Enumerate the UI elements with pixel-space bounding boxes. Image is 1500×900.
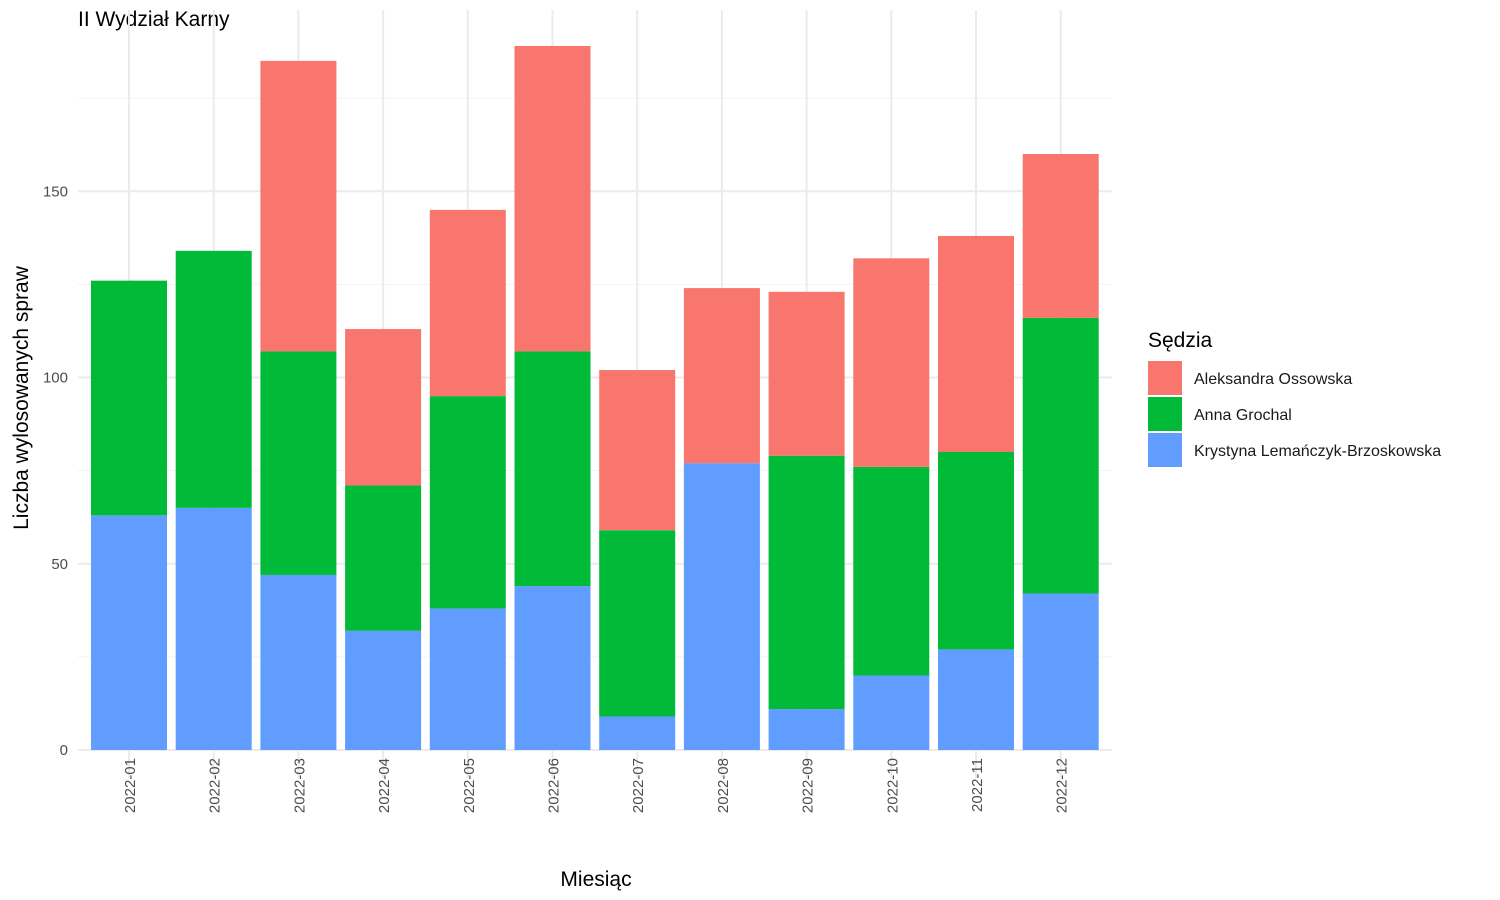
bar-segment xyxy=(514,45,591,352)
legend: Sędzia Aleksandra Ossowska Anna Grochal Kr… xyxy=(1148,329,1441,467)
bar-segment xyxy=(175,250,252,508)
legend-key xyxy=(1148,433,1182,467)
bar-segment xyxy=(938,649,1014,750)
x-tick-label: 2022-07 xyxy=(630,758,647,813)
bar-segment xyxy=(345,329,422,486)
legend-label: Krystyna Lemańczyk-Brzoskowska xyxy=(1194,443,1441,460)
bar-segment xyxy=(599,370,676,531)
bar-segment xyxy=(260,60,337,352)
bar-segment xyxy=(1022,593,1099,750)
x-tick-label: 2022-12 xyxy=(1054,758,1071,813)
bar-segment xyxy=(514,351,591,587)
bars xyxy=(91,45,1099,750)
bar-segment xyxy=(429,209,506,397)
bar-segment xyxy=(91,515,167,750)
bar-segment xyxy=(683,288,760,464)
bar-segment xyxy=(175,507,252,750)
bar-segment xyxy=(429,396,506,609)
y-tick-label: 50 xyxy=(51,556,68,573)
bar-segment xyxy=(599,530,676,717)
x-tick-label: 2022-01 xyxy=(122,758,139,813)
bar-segment xyxy=(345,630,422,750)
y-tick-label: 0 xyxy=(60,742,68,759)
bar-segment xyxy=(938,235,1014,452)
bar-segment xyxy=(853,466,930,676)
bar-segment xyxy=(260,351,337,575)
bar-segment xyxy=(599,716,676,750)
bar-segment xyxy=(260,574,337,750)
legend-title: Sędzia xyxy=(1148,329,1213,352)
y-tick-label: 150 xyxy=(43,183,68,200)
x-tick-label: 2022-11 xyxy=(969,758,986,812)
legend-key xyxy=(1148,397,1182,431)
bar-segment xyxy=(768,455,845,710)
x-tick-label: 2022-09 xyxy=(800,758,817,813)
bar-segment xyxy=(1022,317,1099,594)
bar-segment xyxy=(1022,154,1099,318)
x-axis-title: Miesiąc xyxy=(560,868,631,891)
x-tick-label: 2022-02 xyxy=(207,758,224,813)
legend-label: Aleksandra Ossowska xyxy=(1194,371,1352,388)
legend-key xyxy=(1148,361,1182,395)
bar-segment xyxy=(853,675,930,750)
y-tick-label: 100 xyxy=(43,370,68,387)
bar-segment xyxy=(429,608,506,750)
chart-title: II Wydział Karny xyxy=(78,8,230,31)
bar-segment xyxy=(683,463,760,750)
x-tick-label: 2022-04 xyxy=(376,758,393,813)
bar-segment xyxy=(853,258,930,467)
y-axis-title: Liczba wylosowanych spraw xyxy=(10,265,33,530)
bar-segment xyxy=(514,586,591,750)
bar-segment xyxy=(938,452,1014,650)
bar-segment xyxy=(768,291,845,456)
x-tick-label: 2022-10 xyxy=(884,758,901,813)
legend-label: Anna Grochal xyxy=(1194,407,1292,424)
bar-segment xyxy=(91,280,167,516)
x-tick-label: 2022-06 xyxy=(546,758,563,813)
y-axis-ticks: 0 50 100 150 xyxy=(43,183,68,759)
bar-segment xyxy=(768,709,845,750)
x-axis-ticks: 2022-01 2022-02 2022-03 2022-04 2022-05 2022-… xyxy=(122,758,1071,813)
x-tick-label: 2022-03 xyxy=(291,758,308,813)
bar-segment xyxy=(345,485,422,631)
x-tick-label: 2022-08 xyxy=(715,758,732,813)
x-tick-label: 2022-05 xyxy=(461,758,478,813)
